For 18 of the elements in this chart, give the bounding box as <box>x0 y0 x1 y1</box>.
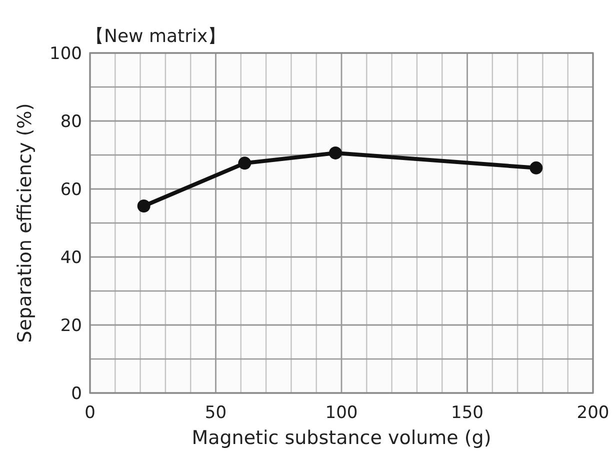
y-tick-label: 20 <box>60 316 82 336</box>
y-tick-label: 0 <box>71 384 82 404</box>
y-tick-label: 40 <box>60 248 82 268</box>
point <box>328 146 342 160</box>
y-tick-label: 60 <box>60 180 82 200</box>
x-tick-label: 0 <box>84 403 96 423</box>
x-tick-label: 200 <box>576 403 610 423</box>
point <box>137 200 150 212</box>
x-axis-title: Magnetic substance volume (g) <box>192 427 492 449</box>
y-tick-label: 100 <box>50 44 82 64</box>
x-tick-label: 100 <box>325 403 358 423</box>
point <box>530 161 543 174</box>
y-axis-title: Separation efficiency (%) <box>14 103 36 343</box>
chart-title: 【New matrix】 <box>86 26 226 47</box>
y-tick-label: 80 <box>60 112 82 132</box>
x-tick-label: 150 <box>451 403 484 423</box>
x-tick-label: 50 <box>204 403 227 423</box>
point <box>238 156 252 170</box>
